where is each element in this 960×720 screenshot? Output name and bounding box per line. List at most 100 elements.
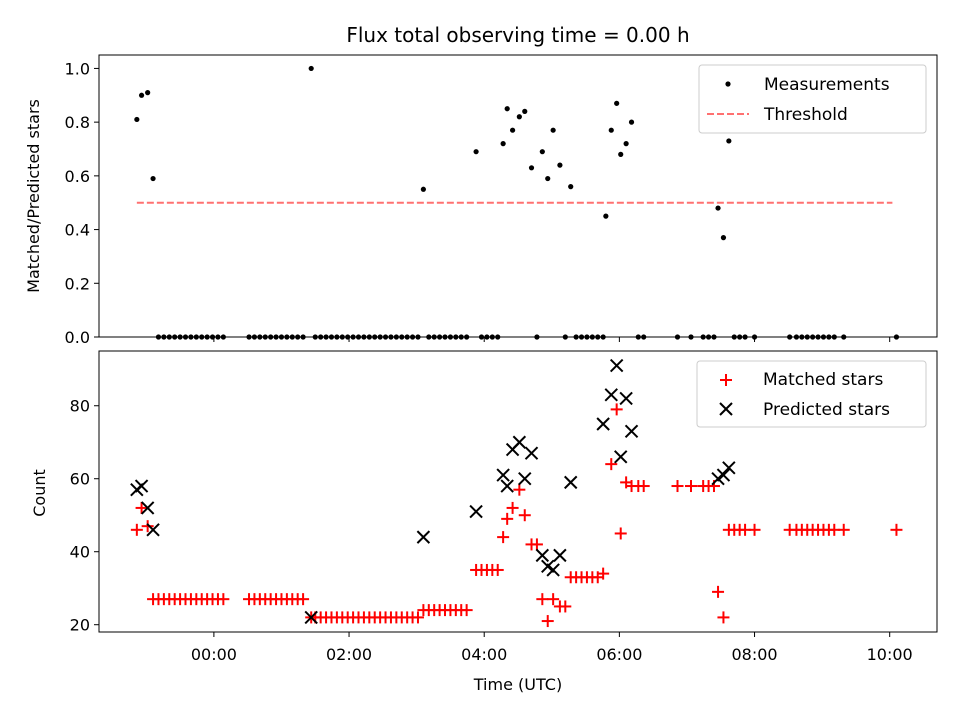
bottom-y-axis: 20 40 60 80 — [70, 397, 99, 635]
matched-star-point — [748, 523, 761, 536]
matched-star-point — [614, 527, 627, 540]
top-y-tick-label: 1.0 — [65, 59, 90, 78]
bottom-plot-area — [130, 358, 903, 628]
bottom-axes-frame — [98, 350, 938, 633]
top-y-tick-label: 0.6 — [65, 167, 90, 186]
top-axes-frame — [98, 54, 938, 338]
legend-marker-predicted — [719, 402, 733, 416]
matched-star-point — [536, 593, 549, 606]
legend-label-matched: Matched stars — [763, 370, 883, 390]
predicted-star-point — [535, 548, 550, 563]
matched-star-point — [411, 611, 424, 624]
matched-star-point — [685, 480, 698, 493]
predicted-star-point — [496, 468, 510, 482]
matched-star-point — [541, 615, 554, 628]
legend-marker-measurements — [725, 81, 731, 87]
matched-star-point — [460, 604, 473, 617]
predicted-star-point — [716, 468, 731, 482]
measurement-point — [145, 90, 151, 96]
measurement-point — [623, 141, 629, 147]
bottom-y-tick-label: 20 — [70, 616, 90, 635]
measurement-point — [618, 151, 624, 157]
matched-star-point — [491, 563, 504, 576]
predicted-star-point — [512, 435, 527, 449]
x-tick-label: 04:00 — [461, 645, 507, 664]
top-x-axis-ticks — [213, 337, 891, 342]
measurement-point — [420, 186, 426, 192]
matched-star-point — [141, 520, 154, 533]
bottom-x-axis: 00:00 02:00 04:00 06:00 08:00 10:00 — [191, 632, 913, 664]
measurement-point — [500, 141, 506, 147]
predicted-star-point — [416, 530, 431, 544]
measurement-point — [134, 116, 140, 123]
matched-star-point — [513, 483, 526, 496]
measurement-point — [715, 205, 721, 211]
measurement-point — [308, 65, 314, 72]
measurement-point — [473, 149, 479, 155]
matched-star-point — [518, 509, 531, 522]
matched-star-point — [610, 403, 623, 416]
matched-star-point — [217, 593, 230, 606]
top-plot-area — [134, 65, 900, 340]
matched-star-point — [605, 458, 618, 471]
matched-star-point — [130, 523, 143, 536]
matched-star-point — [712, 585, 725, 598]
matched-star-point — [671, 480, 684, 493]
legend-label-measurements: Measurements — [764, 75, 890, 95]
measurement-point — [516, 114, 522, 120]
matched-star-point — [297, 593, 310, 606]
x-tick-label: 08:00 — [731, 645, 777, 664]
predicted-star-point — [524, 446, 539, 460]
top-y-axis-label: Matched/Predicted stars — [24, 99, 43, 293]
predicted-star-point — [619, 391, 633, 406]
measurement-point — [557, 162, 563, 168]
matched-star-point — [530, 538, 543, 551]
legend-marker-matched — [720, 374, 732, 386]
matched-star-point — [717, 611, 730, 624]
bottom-y-axis-label: Count — [30, 469, 49, 517]
top-legend: Measurements Threshold — [698, 64, 927, 134]
predicted-star-point — [304, 610, 318, 625]
matched-star-point — [890, 523, 903, 536]
measurement-point — [568, 184, 574, 190]
measurement-point — [509, 127, 516, 133]
measurement-point — [522, 108, 528, 114]
predicted-star-point — [722, 461, 736, 475]
predicted-star-point — [609, 358, 624, 373]
measurement-point — [550, 127, 556, 133]
top-y-tick-label: 0.8 — [65, 113, 90, 132]
top-y-tick-label: 0.4 — [65, 221, 90, 240]
measurement-point — [539, 149, 545, 155]
bottom-y-tick-label: 80 — [70, 397, 90, 416]
top-y-tick-label: 0.0 — [65, 328, 90, 347]
x-tick-label: 02:00 — [326, 645, 372, 664]
predicted-star-point — [553, 548, 567, 563]
measurement-point — [608, 127, 614, 133]
measurement-point — [138, 92, 145, 98]
matched-star-point — [547, 593, 560, 606]
legend-label-threshold: Threshold — [763, 105, 848, 125]
predicted-star-point — [146, 523, 160, 537]
x-tick-label: 06:00 — [596, 645, 642, 664]
predicted-star-point — [546, 563, 560, 577]
top-panel: Flux total observing time = 0.00 h 0.00.… — [24, 23, 938, 347]
predicted-star-point — [624, 424, 639, 438]
matched-star-point — [597, 567, 610, 580]
predicted-star-point — [140, 501, 155, 515]
bottom-y-tick-label: 60 — [70, 470, 90, 489]
x-axis-label: Time (UTC) — [473, 675, 562, 694]
x-tick-label: 00:00 — [191, 645, 237, 664]
measurement-point — [603, 213, 609, 219]
bottom-legend: Matched stars Predicted stars — [696, 360, 927, 428]
measurement-point — [150, 175, 156, 182]
matched-star-point — [497, 531, 510, 544]
matched-star-point — [559, 600, 572, 613]
top-y-tick-label: 0.2 — [65, 274, 90, 293]
legend-label-predicted: Predicted stars — [763, 400, 890, 420]
measurement-point — [726, 138, 732, 144]
predicted-star-point — [604, 388, 618, 402]
matched-star-point — [501, 512, 514, 525]
measurement-point — [528, 165, 535, 171]
